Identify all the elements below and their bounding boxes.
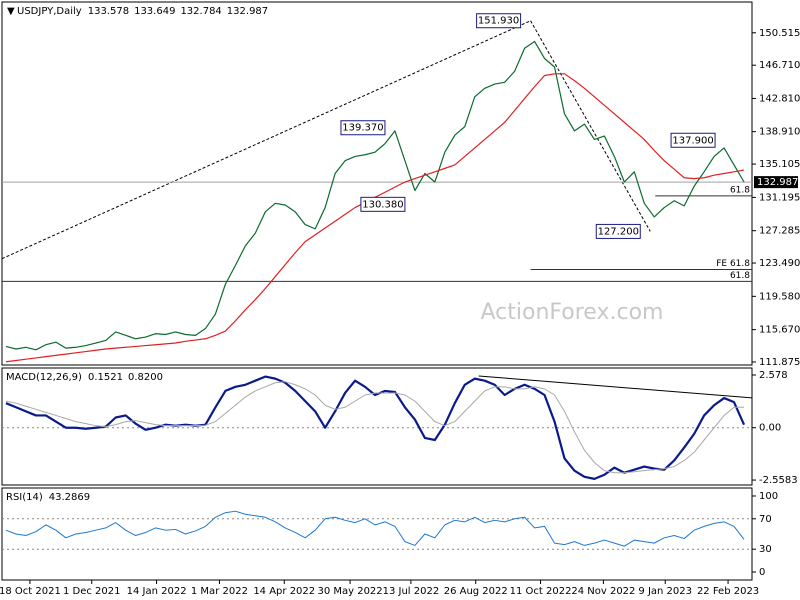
menu-arrow[interactable]: ▼: [7, 6, 15, 17]
annotation-label: 127.200: [598, 226, 639, 237]
annotation-box: [595, 223, 641, 239]
series-line: [5, 381, 745, 474]
annotation-box: [340, 120, 386, 136]
x-tick-label: 14 Jan 2022: [127, 586, 187, 597]
readout: 0.1521: [88, 372, 123, 383]
x-tick-label: 18 Oct 2021: [0, 586, 61, 597]
level-label: FE 61.8: [716, 259, 750, 269]
y-tick-label: 146.710: [759, 60, 800, 71]
series-line: [5, 40, 745, 351]
x-tick-label: 26 Aug 2022: [444, 586, 508, 597]
y-tick-label: 135.105: [759, 159, 800, 170]
y-tick-label: 30: [759, 544, 772, 555]
readout: 133.578: [88, 6, 129, 17]
y-tick-label: 70: [759, 514, 772, 525]
y-tick-label: 123.490: [759, 258, 800, 269]
x-tick-label: 22 Feb 2023: [697, 586, 759, 597]
x-tick-label: 11 Oct 2022: [510, 586, 572, 597]
level-label: 61.8: [730, 271, 750, 281]
price-panel: [1, 1, 753, 366]
annotation-box: [476, 13, 522, 29]
x-tick-label: 24 Nov 2022: [571, 586, 635, 597]
y-tick-label: 131.195: [759, 192, 800, 203]
watermark: ActionForex.com: [481, 300, 664, 325]
y-tick-label: 119.580: [759, 291, 800, 302]
x-tick-label: 1 Dec 2021: [63, 586, 121, 597]
y-tick-label: 115.670: [759, 325, 800, 336]
last-price-tag: [754, 176, 798, 189]
y-tick-label: 0: [759, 567, 765, 578]
y-tick-label: -2.5583: [759, 475, 798, 486]
y-tick-label: 2.578: [759, 370, 788, 381]
readout: 132.784: [180, 6, 221, 17]
last-price-label: 132.987: [757, 177, 798, 188]
readout: 43.2869: [49, 492, 90, 503]
x-tick-label: 1 Mar 2022: [191, 586, 248, 597]
annotation-label: 151.930: [478, 16, 519, 27]
panel-title: RSI(14): [6, 492, 43, 503]
readout: 0.8200: [128, 372, 163, 383]
rsi-panel: [1, 487, 753, 581]
annotation-label: 137.900: [672, 135, 713, 146]
annotation-box: [670, 132, 716, 148]
panel-title: MACD(12,26,9): [6, 372, 82, 383]
annotation-label: 139.370: [342, 123, 383, 134]
level-label: 61.8: [730, 185, 750, 195]
panel-title: USDJPY,Daily: [17, 6, 82, 17]
readout: 133.649: [134, 6, 175, 17]
y-tick-label: 111.875: [759, 357, 800, 368]
annotation-box: [360, 196, 406, 212]
annotation-label: 130.380: [362, 199, 403, 210]
y-tick-label: 0.00: [759, 423, 781, 434]
x-tick-label: 9 Jan 2023: [638, 586, 692, 597]
series-line: [5, 375, 746, 480]
x-tick-label: 30 May 2022: [317, 586, 382, 597]
x-tick-label: 14 Apr 2022: [253, 586, 315, 597]
y-tick-label: 150.515: [759, 28, 800, 39]
trend-line: [1, 20, 531, 260]
y-tick-label: 138.910: [759, 127, 800, 138]
trend-line: [530, 20, 651, 232]
readout: 132.987: [227, 6, 268, 17]
y-tick-label: 142.810: [759, 93, 800, 104]
macd-panel: [1, 367, 753, 486]
x-tick-label: 13 Jul 2022: [383, 586, 440, 597]
y-tick-label: 100: [759, 491, 778, 502]
y-tick-label: 127.285: [759, 226, 800, 237]
trend-line: [478, 375, 753, 399]
series-line: [5, 510, 745, 547]
